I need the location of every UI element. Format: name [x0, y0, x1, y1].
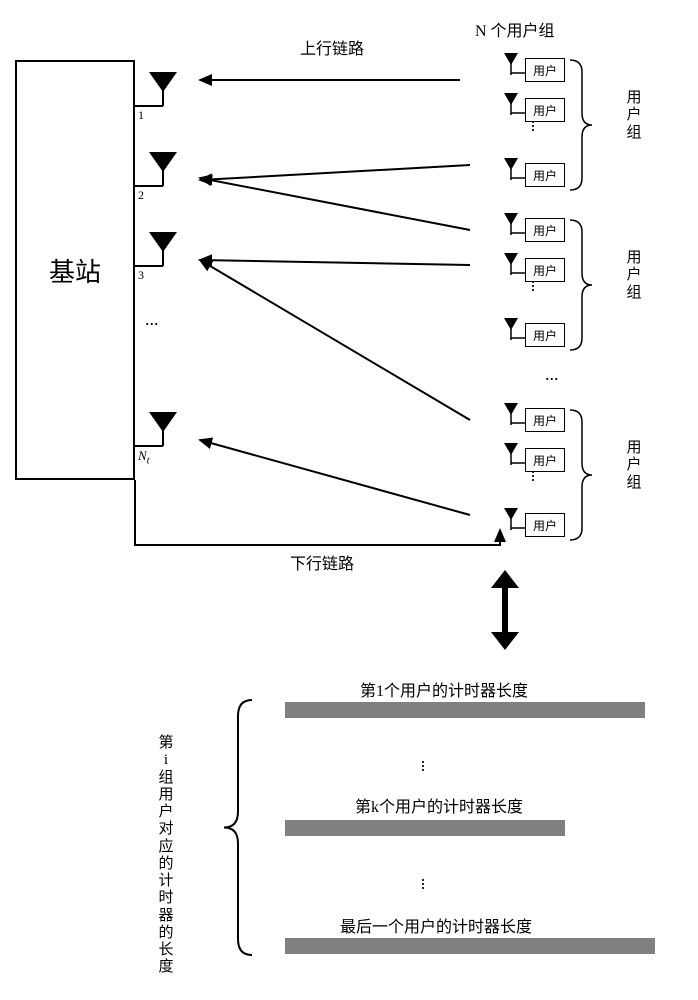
user-row: 用户 [485, 255, 565, 285]
timer-group-side-label: 第i组用户对应的计时器的长度 [156, 735, 176, 977]
user-group-dots: ··· [530, 120, 538, 132]
timer-bar [285, 938, 655, 954]
bs-antenna-ellipsis: ... [145, 310, 159, 328]
n-user-groups-label: N 个用户组 [475, 22, 555, 41]
timer-bar [285, 820, 565, 836]
user-row: 用户 [485, 405, 565, 435]
bs-antenna-nt: Nt [138, 448, 150, 467]
user-row: 用户 [485, 55, 565, 85]
base-station-label: 基站 [49, 252, 101, 289]
base-station-box: 基站 [15, 60, 135, 480]
user-row: 用户 [485, 95, 565, 125]
timer-k-label: 第k个用户的计时器长度 [355, 798, 523, 817]
timer-1-label: 第1个用户的计时器长度 [360, 682, 528, 701]
uplink-label: 上行链路 [300, 40, 364, 59]
user-box: 用户 [525, 513, 565, 537]
diagram-root: { "colors": { "bg": "#ffffff", "ink": "#… [0, 0, 698, 1000]
user-group-side-label: 用户组 [625, 440, 643, 492]
user-box: 用户 [525, 218, 565, 242]
user-group-side-label: 用户组 [625, 90, 643, 142]
downlink-label: 下行链路 [290, 555, 354, 574]
user-row: 用户 [485, 445, 565, 475]
bs-antenna-index: 1 [138, 108, 144, 123]
timer-dots: ··· [420, 878, 428, 890]
bs-antenna-index: 2 [138, 188, 144, 203]
groups-ellipsis: ... [545, 365, 559, 383]
user-row: 用户 [485, 160, 565, 190]
timer-bar [285, 702, 645, 718]
timer-last-label: 最后一个用户的计时器长度 [340, 918, 532, 937]
user-box: 用户 [525, 58, 565, 82]
user-row: 用户 [485, 510, 565, 540]
user-row: 用户 [485, 215, 565, 245]
user-group-dots: ··· [530, 470, 538, 482]
user-box: 用户 [525, 163, 565, 187]
user-group-dots: ··· [530, 280, 538, 292]
user-box: 用户 [525, 323, 565, 347]
bs-antenna-index: 3 [138, 268, 144, 283]
user-group-side-label: 用户组 [625, 250, 643, 302]
user-row: 用户 [485, 320, 565, 350]
timer-dots: ··· [420, 760, 428, 772]
user-box: 用户 [525, 408, 565, 432]
